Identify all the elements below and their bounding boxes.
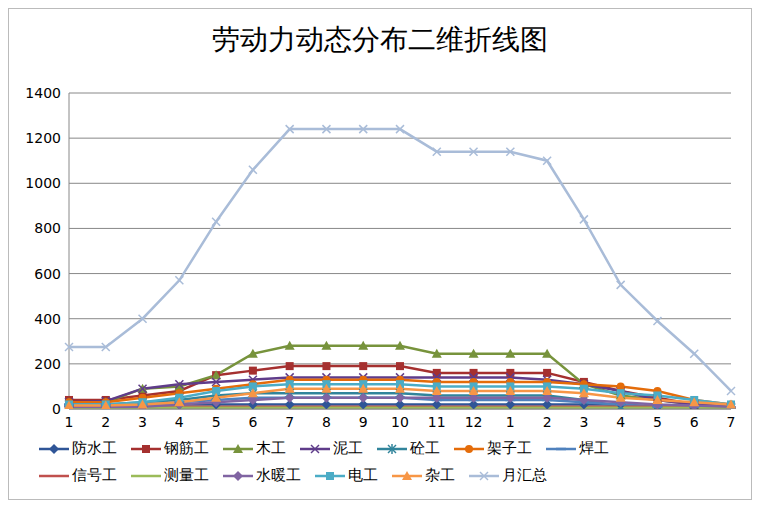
svg-text:1400: 1400 bbox=[25, 85, 61, 101]
svg-text:9: 9 bbox=[359, 414, 368, 430]
svg-text:800: 800 bbox=[34, 220, 61, 236]
html-text:焊工: 焊工 bbox=[579, 439, 609, 457]
html-text:水暖工: 水暖工 bbox=[256, 466, 301, 484]
html-text:劳动力动态分布二维折线图: 劳动力动态分布二维折线图 bbox=[212, 23, 548, 56]
html-text:钢筋工: 钢筋工 bbox=[164, 439, 209, 457]
svg-text:6: 6 bbox=[248, 414, 257, 430]
html-text:月汇总: 月汇总 bbox=[502, 466, 547, 484]
html-text:电工: 电工 bbox=[348, 466, 378, 484]
html-text:信号工: 信号工 bbox=[72, 466, 117, 484]
html-text:杂工: 杂工 bbox=[425, 466, 455, 484]
svg-text:1200: 1200 bbox=[25, 130, 61, 146]
svg-text:3: 3 bbox=[579, 414, 588, 430]
svg-text:1000: 1000 bbox=[25, 175, 61, 191]
svg-text:7: 7 bbox=[727, 414, 736, 430]
svg-text:1: 1 bbox=[65, 414, 74, 430]
svg-text:3: 3 bbox=[138, 414, 147, 430]
html-text:测量工: 测量工 bbox=[164, 466, 209, 484]
svg-text:200: 200 bbox=[34, 356, 61, 372]
svg-text:6: 6 bbox=[690, 414, 699, 430]
svg-text:5: 5 bbox=[212, 414, 221, 430]
svg-text:600: 600 bbox=[34, 266, 61, 282]
svg-text:8: 8 bbox=[322, 414, 331, 430]
svg-text:5: 5 bbox=[653, 414, 662, 430]
svg-text:2: 2 bbox=[543, 414, 552, 430]
html-text:砼工: 砼工 bbox=[410, 439, 440, 457]
svg-text:10: 10 bbox=[391, 414, 409, 430]
html-text:木工: 木工 bbox=[256, 439, 286, 457]
svg-text:1: 1 bbox=[506, 414, 515, 430]
svg-text:7: 7 bbox=[285, 414, 294, 430]
html-text:泥工: 泥工 bbox=[333, 439, 363, 457]
svg-text:11: 11 bbox=[428, 414, 446, 430]
svg-text:2: 2 bbox=[101, 414, 110, 430]
svg-text:0: 0 bbox=[52, 401, 61, 417]
svg-text:4: 4 bbox=[175, 414, 184, 430]
html-text:架子工: 架子工 bbox=[487, 439, 532, 457]
svg-text:4: 4 bbox=[616, 414, 625, 430]
svg-text:400: 400 bbox=[34, 311, 61, 327]
svg-text:12: 12 bbox=[465, 414, 483, 430]
html-text:防水工: 防水工 bbox=[72, 439, 117, 457]
